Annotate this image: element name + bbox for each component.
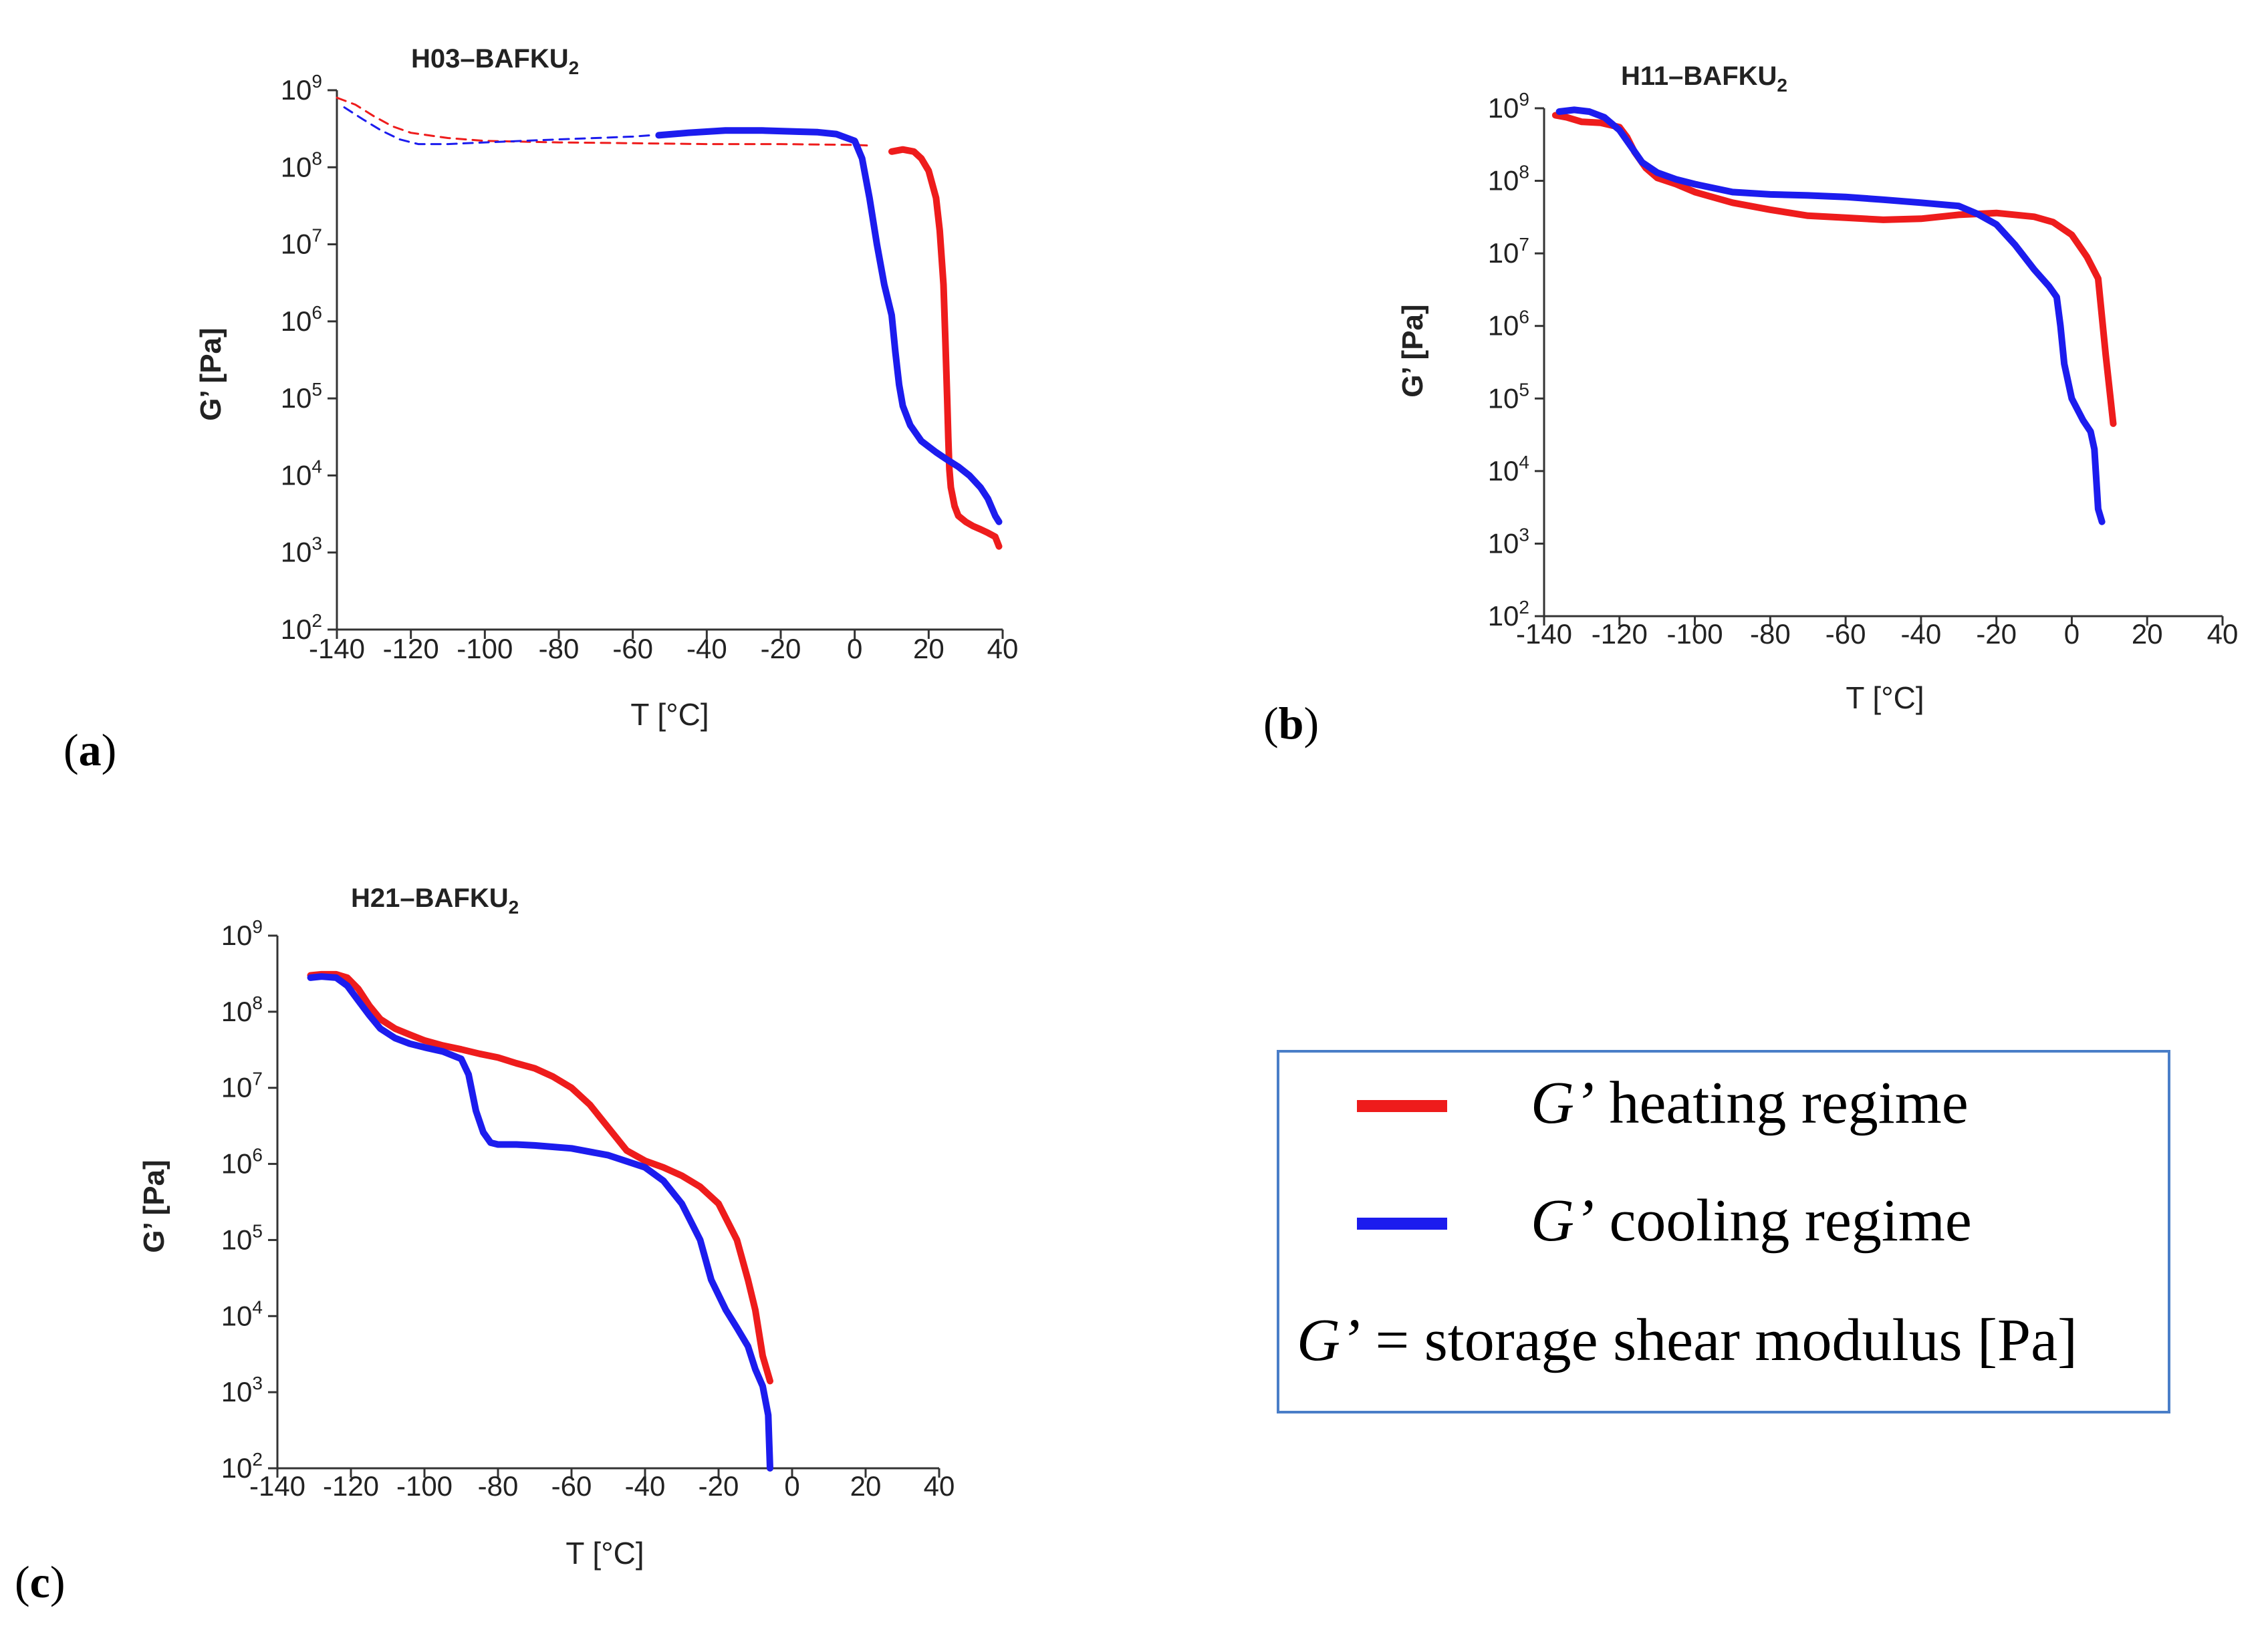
x-tick-label: -80 [478, 1470, 519, 1502]
y-tick-label: 105 [1488, 379, 1529, 414]
y-tick-label: 104 [281, 456, 322, 491]
panel-label-a: (a) [64, 724, 116, 775]
series-line-a-0 [336, 96, 874, 147]
x-tick-label: -140 [1516, 618, 1572, 650]
y-tick-label: 108 [1488, 162, 1529, 196]
y-tick-label: 105 [281, 379, 322, 414]
panel-label-c: (c) [15, 1556, 66, 1607]
y-axis-label-a: G’ [Pa] [195, 327, 227, 420]
x-tick-label: -140 [249, 1470, 305, 1502]
x-tick-label: -120 [383, 633, 439, 664]
series-line-c-0 [307, 970, 773, 1385]
x-tick-label: -20 [1976, 618, 2017, 650]
panel-b: H11–BAFKU2 -140 -120 -100 -80 -60 -40 -20 0 20 40… [1263, 61, 2238, 749]
series-line-c-1 [307, 973, 773, 1472]
x-tick-label: 40 [2207, 618, 2239, 650]
legend-item-heating: G’ heating regime [1531, 1070, 1969, 1136]
y-tick-label: 107 [281, 225, 322, 260]
x-tick-label: -60 [612, 633, 653, 664]
y-tick-label: 108 [281, 148, 322, 182]
y-tick-label: 109 [281, 71, 322, 106]
x-tick-label: 0 [847, 633, 862, 664]
y-axis-label-b: G’ [Pa] [1396, 304, 1429, 397]
y-tick-label: 103 [221, 1373, 263, 1407]
x-axis-label-a: T [°C] [630, 697, 709, 732]
y-tick-label: 104 [221, 1297, 263, 1331]
panel-c: H21–BAFKU2 -140 -120 -100 -80 -60 -40 -20 0 20 40… [15, 884, 955, 1607]
series-line-a-3 [655, 127, 1003, 525]
y-tick-label: 104 [1488, 452, 1529, 487]
y-tick-label: 109 [221, 916, 263, 951]
plot-area-b: -140 -120 -100 -80 -60 -40 -20 0 20 40 102 103 104 10… [1488, 89, 2239, 650]
x-tick-label: -40 [1901, 618, 1942, 650]
y-tick-label: 102 [1488, 597, 1529, 632]
x-tick-label: -80 [1750, 618, 1791, 650]
y-tick-label: 109 [1488, 89, 1529, 124]
x-tick-label: 40 [924, 1470, 955, 1502]
chart-title-c: H21–BAFKU2 [351, 884, 519, 918]
x-tick-label: -60 [551, 1470, 592, 1502]
plot-area-c: -140 -120 -100 -80 -60 -40 -20 0 20 40 102 103 104 10… [221, 916, 955, 1502]
legend: G’ heating regime G’ cooling regime G’ =… [1277, 1050, 2170, 1413]
x-tick-label: -20 [761, 633, 801, 664]
x-tick-label: -40 [686, 633, 727, 664]
x-tick-label: -60 [1825, 618, 1866, 650]
y-tick-label: 108 [221, 992, 263, 1027]
y-tick-label: 107 [1488, 234, 1529, 269]
x-tick-label: -100 [396, 1470, 453, 1502]
x-tick-label: -120 [1592, 618, 1648, 650]
y-tick-label: 103 [1488, 524, 1529, 559]
y-tick-label: 106 [1488, 307, 1529, 342]
x-tick-label: -100 [457, 633, 513, 664]
y-tick-label: 105 [221, 1220, 263, 1255]
x-tick-label: 0 [784, 1470, 799, 1502]
y-axis-label-c: G’ [Pa] [138, 1160, 170, 1252]
series-line-b-1 [1555, 106, 2106, 525]
plot-area-a: -140 -120 -100 -80 -60 -40 -20 0 20 40 102 103 104 10… [281, 71, 1019, 664]
legend-note: G’ = storage shear modulus [Pa] [1297, 1307, 2077, 1373]
y-tick-label: 106 [221, 1145, 263, 1180]
x-tick-label: -140 [309, 633, 365, 664]
x-tick-label: 20 [2132, 618, 2163, 650]
series-line-a-2 [888, 146, 1003, 550]
x-tick-label: 0 [2064, 618, 2080, 650]
y-tick-label: 103 [281, 533, 322, 568]
legend-item-cooling: G’ cooling regime [1531, 1188, 1972, 1254]
series-line-a-1 [343, 106, 652, 146]
chart-title-a: H03–BAFKU2 [411, 44, 579, 78]
y-tick-label: 102 [221, 1449, 263, 1484]
y-tick-label: 107 [221, 1069, 263, 1103]
x-axis-label-c: T [°C] [565, 1536, 644, 1571]
y-tick-label: 102 [281, 610, 322, 645]
x-tick-label: -80 [539, 633, 580, 664]
y-tick-label: 106 [281, 302, 322, 337]
panel-label-b: (b) [1263, 698, 1319, 749]
x-tick-label: -20 [699, 1470, 739, 1502]
x-tick-label: 20 [850, 1470, 882, 1502]
x-tick-label: -40 [625, 1470, 666, 1502]
x-tick-label: 40 [987, 633, 1019, 664]
x-tick-label: -100 [1667, 618, 1723, 650]
panel-a: H03–BAFKU2 -140 -120 -100 -80 -60 -40 -20 0 20 40… [64, 44, 1018, 775]
chart-title-b: H11–BAFKU2 [1621, 61, 1787, 96]
x-tick-label: 20 [913, 633, 944, 664]
x-tick-label: -120 [323, 1470, 379, 1502]
x-axis-label-b: T [°C] [1846, 680, 1924, 715]
